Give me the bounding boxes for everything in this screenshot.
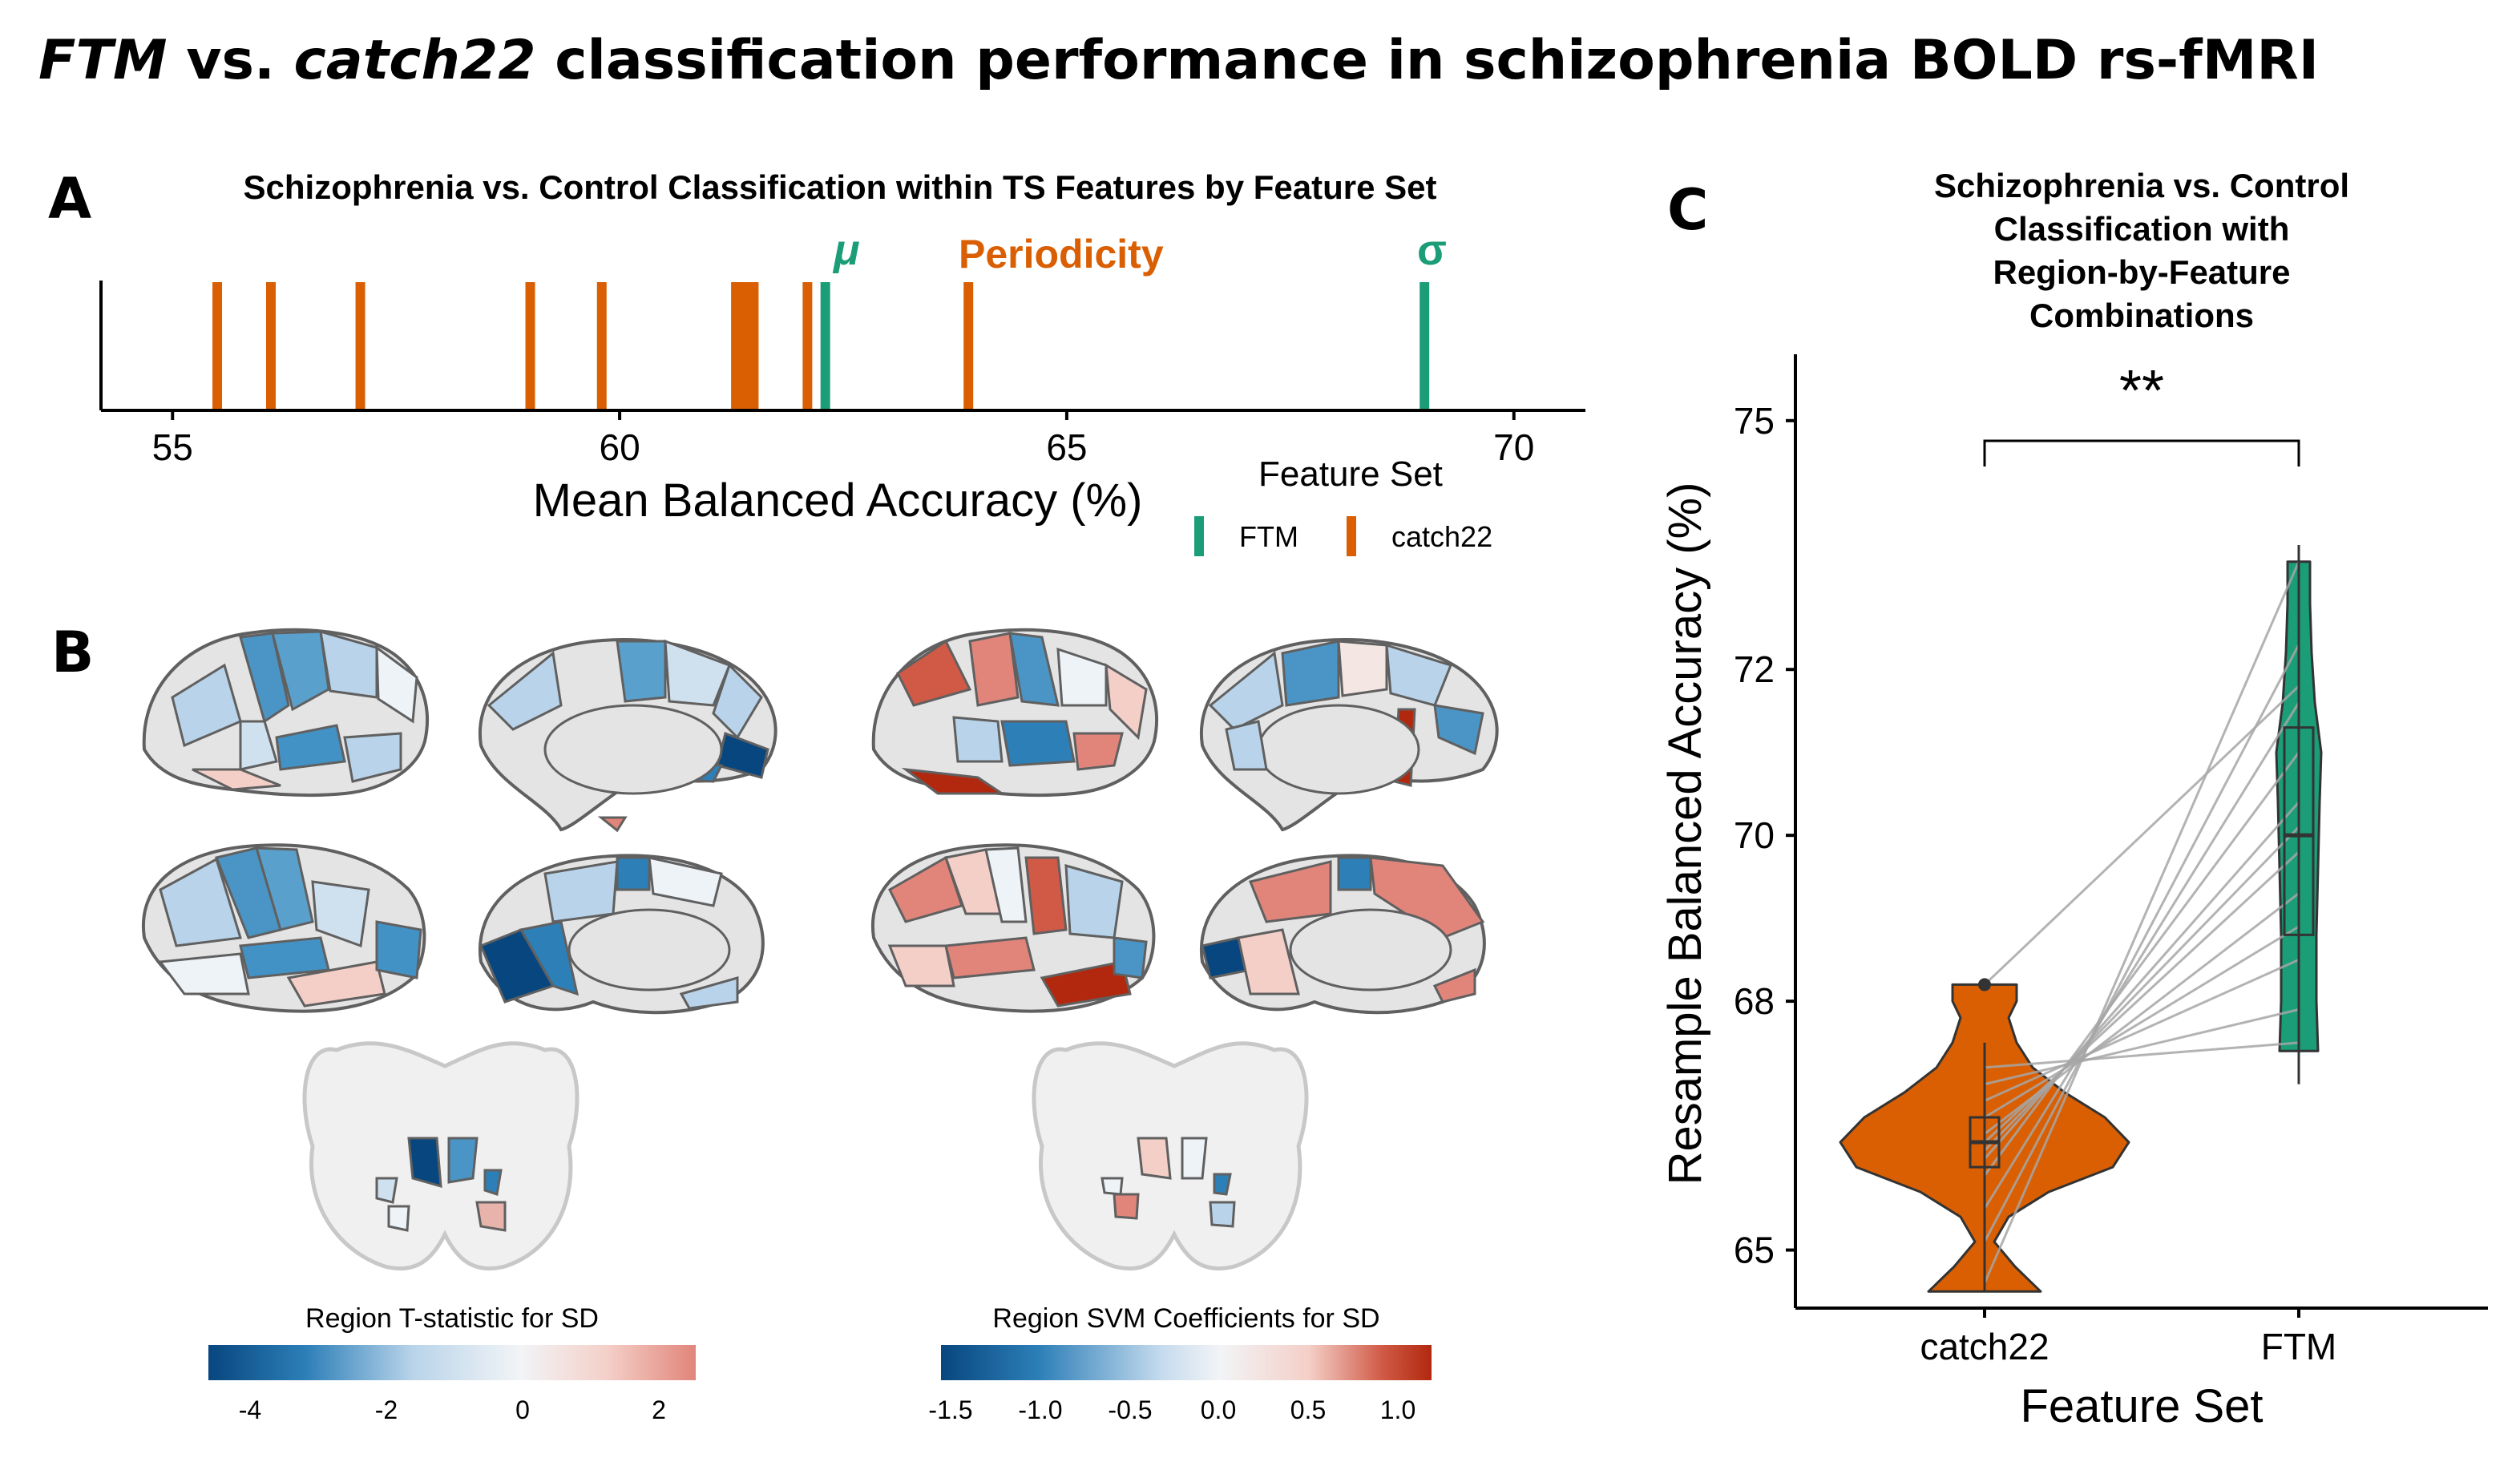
paired-line <box>1983 801 2300 1160</box>
rug-mark-catch22 <box>963 282 974 409</box>
panel-a-x-label: Mean Balanced Accuracy (%) <box>533 475 1143 527</box>
brain-lateral-left-tstat <box>142 628 429 798</box>
rug-mark-catch22 <box>740 282 750 409</box>
colorbar-right-title: Region SVM Coefficients for SD <box>992 1303 1379 1334</box>
panel-c-title-line: Combinations <box>2029 297 2254 334</box>
paired-line <box>1983 685 2300 986</box>
panel-c-y-ticks: 65 68 70 72 75 <box>1734 400 1795 1271</box>
periodicity-annotation: Periodicity <box>959 232 1164 277</box>
brain-lateral-left-svm <box>871 628 1158 798</box>
rug-mark-catch22 <box>802 282 813 409</box>
y-tick-label: 75 <box>1734 400 1775 442</box>
paired-line <box>1983 701 2300 1210</box>
panel-a-title: Schizophrenia vs. Control Classification… <box>244 168 1437 206</box>
colorbar-left-tick: -4 <box>239 1395 261 1424</box>
brain-lateral-right-tstat <box>141 843 426 1013</box>
rug-mark-catch22 <box>265 282 276 409</box>
brain-subcortical-svm <box>1032 1041 1309 1271</box>
paired-line <box>1984 959 2300 1102</box>
colorbar-left-title: Region T-statistic for SD <box>305 1303 599 1334</box>
brain-subcortical-tstat <box>302 1041 580 1271</box>
rug-mark-catch22 <box>212 282 223 409</box>
rug-mark-catch22 <box>596 282 607 409</box>
brain-medial-left-tstat <box>478 638 777 833</box>
sigma-annotation: σ <box>1417 226 1447 274</box>
rug-mark-ftm <box>1420 282 1430 409</box>
panel-c-title: Schizophrenia vs. Control Classification… <box>1934 167 2349 334</box>
colorbar-right-tick: -0.5 <box>1108 1395 1152 1424</box>
x-tick-label: 55 <box>152 426 193 468</box>
panel-c-title-line: Classification with <box>1994 210 2290 248</box>
brain-medial-left-svm <box>1199 638 1499 832</box>
panel-a-letter: A <box>48 166 91 232</box>
paired-line <box>1983 644 2300 1242</box>
paired-line <box>1983 561 2300 1284</box>
x-tick-label: 60 <box>599 426 640 468</box>
rug-mark-catch22 <box>749 282 759 409</box>
brain-medial-right-tstat <box>478 854 765 1015</box>
paired-line <box>1984 892 2300 1135</box>
panel-c-violin-plot <box>1839 545 2323 1293</box>
box-iqr-ftm <box>2283 726 2315 936</box>
panel-c-title-line: Region-by-Feature <box>1993 253 2290 291</box>
legend-title: Feature Set <box>1258 454 1443 494</box>
paired-line <box>1984 1041 2300 1069</box>
y-tick-label: 70 <box>1734 814 1775 856</box>
colorbar-right-tick: 0.0 <box>1201 1395 1236 1424</box>
y-tick-label: 65 <box>1734 1230 1775 1271</box>
colorbar-left-tick: 0 <box>515 1395 530 1424</box>
paired-line <box>1984 1008 2300 1086</box>
colorbar-left-tick: 2 <box>652 1395 666 1424</box>
panel-c-title-line: Schizophrenia vs. Control <box>1934 167 2349 204</box>
colorbar-left <box>208 1345 696 1380</box>
rug-mark-catch22 <box>525 282 535 409</box>
brain-medial-right-svm <box>1199 854 1486 1015</box>
x-tick-catch22: catch22 <box>1920 1326 2049 1367</box>
panel-b-letter: B <box>51 620 94 685</box>
y-tick-label: 68 <box>1734 980 1775 1022</box>
significance-label: ** <box>2119 359 2164 423</box>
paired-line <box>1983 751 2300 1177</box>
rug-mark-catch22 <box>731 282 741 409</box>
panel-a-legend: Feature Set FTM catch22 <box>1194 454 1492 556</box>
mu-annotation: μ <box>832 226 860 274</box>
colorbar-left-tick: -2 <box>375 1395 398 1424</box>
colorbar-right-tick: 1.0 <box>1380 1395 1415 1424</box>
significance-bracket <box>1983 439 2300 466</box>
panel-c-x-ticks: catch22 FTM <box>1920 1308 2336 1367</box>
legend-ftm-key <box>1194 516 1204 556</box>
legend-catch22-key <box>1347 516 1356 556</box>
panel-a-x-ticks: 55 60 65 70 <box>152 410 1534 468</box>
colorbar-right-ticks: -1.5 -1.0 -0.5 0.0 0.5 1.0 <box>928 1395 1415 1424</box>
legend-catch22-label: catch22 <box>1391 520 1492 553</box>
panel-c-x-label: Feature Set <box>2020 1380 2263 1432</box>
colorbar-right <box>941 1345 1432 1380</box>
legend-ftm-label: FTM <box>1239 520 1298 553</box>
box-outlier-catch22 <box>1978 978 1991 991</box>
x-tick-ftm: FTM <box>2261 1326 2337 1367</box>
colorbar-right-tick: -1.0 <box>1018 1395 1062 1424</box>
panel-c-letter: C <box>1667 177 1708 243</box>
x-tick-label: 70 <box>1493 426 1534 468</box>
brain-lateral-right-svm <box>870 843 1156 1013</box>
rug-mark-ftm <box>820 282 830 409</box>
colorbar-right-tick: 0.5 <box>1290 1395 1326 1424</box>
panel-c-y-label: Resample Balanced Accuracy (%) <box>1659 483 1711 1185</box>
rug-mark-catch22 <box>355 282 365 409</box>
panel-a-rug-plot <box>212 282 1430 409</box>
y-tick-label: 72 <box>1734 648 1775 690</box>
colorbar-left-ticks: -4 -2 0 2 <box>239 1395 666 1424</box>
x-tick-label: 65 <box>1046 426 1087 468</box>
colorbar-right-tick: -1.5 <box>928 1395 972 1424</box>
paired-line <box>1983 826 2300 1152</box>
figure-title: FTM vs. catch22 classification performan… <box>38 29 2319 92</box>
paired-line <box>1984 925 2300 1119</box>
